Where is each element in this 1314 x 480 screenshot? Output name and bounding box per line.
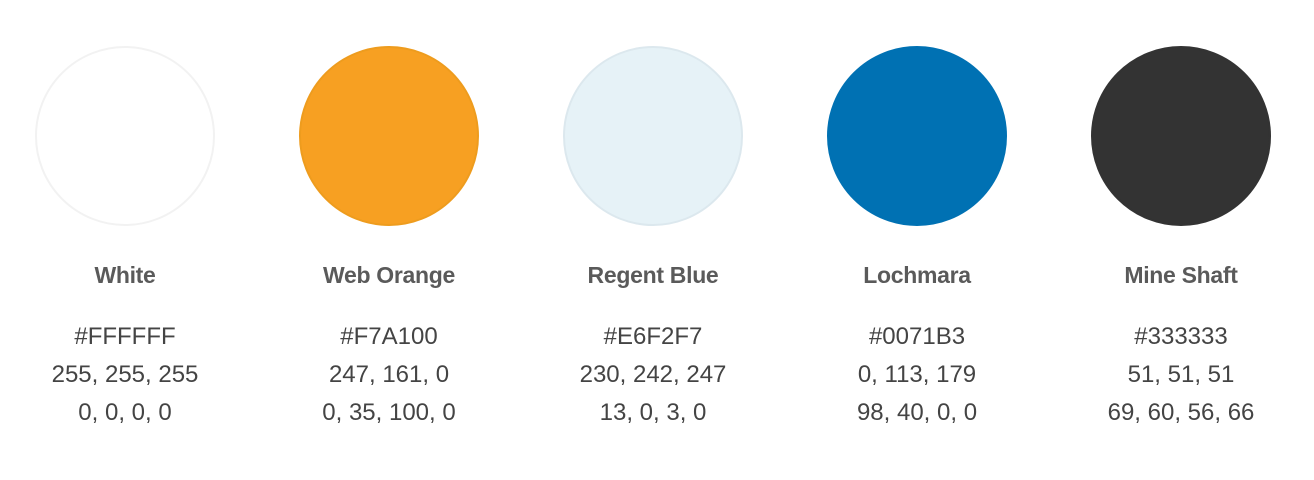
rgb-code: 0, 113, 179 bbox=[857, 361, 977, 388]
hex-code: #F7A100 bbox=[340, 323, 438, 350]
color-circle-lochmara bbox=[827, 46, 1007, 226]
swatch-lochmara: Lochmara #0071B3 0, 113, 179 98, 40, 0, … bbox=[785, 0, 1049, 480]
swatch-codes: #0071B3 0, 113, 179 98, 40, 0, 0 bbox=[785, 318, 1049, 432]
swatch-regent-blue: Regent Blue #E6F2F7 230, 242, 247 13, 0,… bbox=[521, 0, 785, 480]
color-circle-mine-shaft bbox=[1091, 46, 1271, 226]
cmyk-code: 69, 60, 56, 66 bbox=[1107, 399, 1255, 426]
swatch-web-orange: Web Orange #F7A100 247, 161, 0 0, 35, 10… bbox=[257, 0, 521, 480]
swatch-white: White #FFFFFF 255, 255, 255 0, 0, 0, 0 bbox=[0, 0, 257, 480]
hex-code: #333333 bbox=[1134, 323, 1228, 350]
swatch-codes: #FFFFFF 255, 255, 255 0, 0, 0, 0 bbox=[0, 318, 257, 432]
rgb-code: 230, 242, 247 bbox=[579, 361, 727, 388]
rgb-code: 255, 255, 255 bbox=[51, 361, 199, 388]
cmyk-code: 0, 0, 0, 0 bbox=[78, 399, 172, 426]
swatch-name: Regent Blue bbox=[587, 262, 719, 288]
rgb-code: 51, 51, 51 bbox=[1127, 361, 1235, 388]
color-circle-web-orange bbox=[299, 46, 479, 226]
swatch-name: White bbox=[94, 262, 156, 288]
hex-code: #E6F2F7 bbox=[603, 323, 703, 350]
swatch-codes: #333333 51, 51, 51 69, 60, 56, 66 bbox=[1049, 318, 1313, 432]
swatch-mine-shaft: Mine Shaft #333333 51, 51, 51 69, 60, 56… bbox=[1049, 0, 1313, 480]
cmyk-code: 0, 35, 100, 0 bbox=[322, 399, 456, 426]
rgb-code: 247, 161, 0 bbox=[328, 361, 450, 388]
swatch-codes: #E6F2F7 230, 242, 247 13, 0, 3, 0 bbox=[521, 318, 785, 432]
swatch-name: Mine Shaft bbox=[1124, 262, 1238, 288]
color-circle-white bbox=[35, 46, 215, 226]
cmyk-code: 98, 40, 0, 0 bbox=[856, 399, 978, 426]
swatch-name: Lochmara bbox=[863, 262, 971, 288]
hex-code: #FFFFFF bbox=[74, 323, 176, 350]
hex-code: #0071B3 bbox=[868, 323, 966, 350]
swatch-codes: #F7A100 247, 161, 0 0, 35, 100, 0 bbox=[257, 318, 521, 432]
color-circle-regent-blue bbox=[563, 46, 743, 226]
swatch-name: Web Orange bbox=[322, 262, 456, 288]
cmyk-code: 13, 0, 3, 0 bbox=[599, 399, 707, 426]
